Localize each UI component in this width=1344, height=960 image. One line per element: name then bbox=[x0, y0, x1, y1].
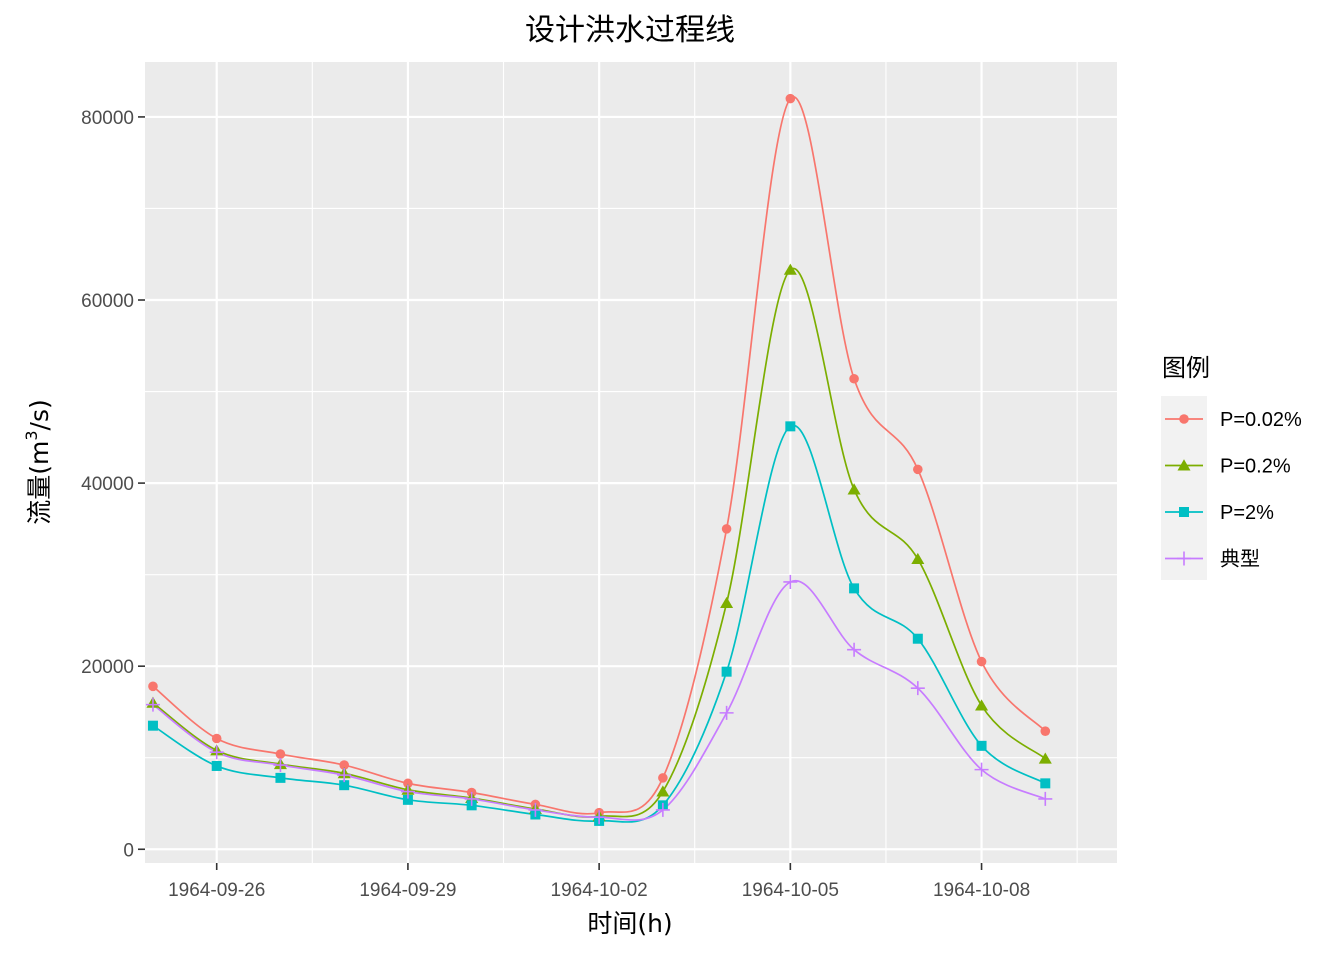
data-point-series-2 bbox=[849, 583, 860, 594]
data-point-series-3 bbox=[974, 762, 989, 777]
data-point-series-2 bbox=[1040, 778, 1051, 789]
data-point-series-3 bbox=[400, 784, 415, 799]
data-point-series-3 bbox=[719, 705, 734, 720]
series-line-1 bbox=[152, 267, 1046, 818]
data-point-series-2 bbox=[275, 772, 286, 783]
data-point-series-3 bbox=[273, 758, 288, 773]
data-point-series-0 bbox=[721, 524, 732, 534]
x-tick-label: 1964-10-08 bbox=[933, 880, 1030, 901]
data-point-series-3 bbox=[655, 802, 670, 817]
data-point-series-2 bbox=[785, 421, 796, 432]
data-point-series-3 bbox=[145, 697, 160, 712]
data-point-series-3 bbox=[1038, 791, 1053, 806]
minor-gridlines bbox=[145, 62, 1117, 863]
y-tick-label: 20000 bbox=[81, 657, 134, 678]
legend: 图例 P=0.02% P=0.2% P=2% 典型 bbox=[1161, 354, 1302, 580]
y-tick-label: 40000 bbox=[81, 474, 134, 495]
data-point-series-0 bbox=[403, 778, 413, 789]
data-point-series-0 bbox=[275, 749, 286, 759]
y-axis-title-superscript: 3 bbox=[22, 430, 41, 440]
legend-label-0: P=0.02% bbox=[1220, 409, 1302, 431]
major-gridlines bbox=[145, 62, 1117, 863]
x-axis: 1964-09-26 1964-09-29 1964-10-02 1964-10-05… bbox=[168, 863, 1030, 901]
y-axis-title: 流量(m3/s) bbox=[22, 399, 54, 525]
data-point-series-1 bbox=[720, 596, 734, 608]
data-point-series-2 bbox=[976, 740, 987, 751]
data-point-series-3 bbox=[337, 768, 352, 783]
data-point-series-0 bbox=[1040, 726, 1051, 736]
y-axis-title-suffix: /s) bbox=[25, 399, 54, 430]
data-point-series-1 bbox=[656, 785, 670, 797]
data-point-series-2 bbox=[721, 666, 732, 677]
data-point-series-1 bbox=[911, 552, 925, 565]
data-point-series-3 bbox=[847, 642, 862, 657]
legend-key-marker-1 bbox=[1177, 459, 1191, 471]
data-point-series-0 bbox=[913, 464, 923, 475]
x-tick-label: 1964-10-05 bbox=[742, 880, 839, 901]
data-point-series-2 bbox=[211, 760, 222, 771]
legend-key-marker-2 bbox=[1179, 507, 1189, 517]
x-tick-label: 1964-09-26 bbox=[168, 880, 265, 901]
data-point-series-2 bbox=[402, 794, 413, 805]
data-point-series-2 bbox=[147, 720, 158, 731]
chart-title: 设计洪水过程线 bbox=[525, 13, 735, 48]
data-point-series-3 bbox=[592, 810, 607, 825]
data-point-series-1 bbox=[783, 263, 797, 275]
y-axis-title-prefix: 流量(m bbox=[25, 441, 54, 525]
data-point-series-0 bbox=[785, 93, 796, 104]
data-point-series-3 bbox=[783, 574, 798, 589]
y-tick-label: 80000 bbox=[81, 108, 134, 129]
y-tick-label: 60000 bbox=[81, 291, 134, 312]
x-tick-label: 1964-10-02 bbox=[551, 880, 648, 901]
legend-key-marker-0 bbox=[1179, 414, 1189, 424]
series-line-3 bbox=[152, 579, 1046, 821]
plot-panel bbox=[145, 62, 1117, 863]
legend-label-2: P=2% bbox=[1220, 502, 1274, 524]
series-points bbox=[145, 93, 1053, 826]
data-point-series-0 bbox=[211, 733, 222, 744]
legend-key-marker-3 bbox=[1177, 551, 1191, 566]
data-point-series-2 bbox=[912, 633, 923, 644]
data-point-series-3 bbox=[464, 791, 479, 806]
y-tick-label: 0 bbox=[123, 840, 134, 861]
data-point-series-0 bbox=[148, 681, 158, 692]
data-point-series-0 bbox=[849, 373, 859, 384]
legend-label-1: P=0.2% bbox=[1220, 456, 1291, 478]
data-point-series-0 bbox=[976, 656, 987, 667]
data-point-series-3 bbox=[209, 745, 224, 760]
data-point-series-0 bbox=[658, 773, 668, 783]
data-point-series-2 bbox=[339, 780, 350, 791]
data-point-series-3 bbox=[910, 681, 925, 696]
x-axis-title: 时间(h) bbox=[587, 909, 672, 938]
data-point-series-3 bbox=[528, 802, 543, 817]
legend-key-background bbox=[1161, 396, 1207, 580]
data-point-series-0 bbox=[339, 760, 349, 770]
data-point-series-1 bbox=[847, 483, 861, 495]
x-tick-label: 1964-09-29 bbox=[359, 880, 456, 901]
data-point-series-1 bbox=[975, 699, 989, 711]
legend-label-3: 典型 bbox=[1220, 548, 1260, 571]
data-point-series-1 bbox=[1038, 752, 1052, 764]
legend-title: 图例 bbox=[1162, 354, 1210, 382]
y-axis: 0 20000 40000 60000 80000 bbox=[81, 108, 145, 861]
